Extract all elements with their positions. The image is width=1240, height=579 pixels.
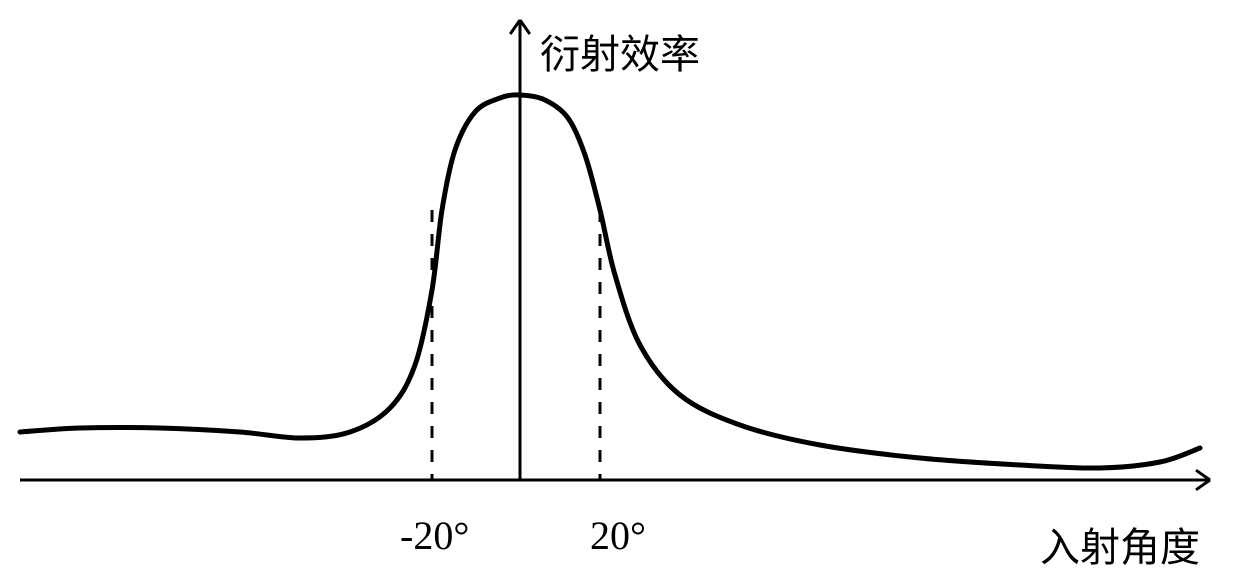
x-axis-label: 入射角度: [1040, 515, 1200, 573]
tick-label-neg20: -20°: [400, 512, 469, 559]
diffraction-efficiency-chart: 衍射效率 入射角度 -20° 20°: [0, 0, 1240, 579]
chart-canvas: [0, 0, 1240, 579]
y-axis-label: 衍射效率: [540, 22, 700, 80]
tick-label-pos20: 20°: [590, 512, 646, 559]
